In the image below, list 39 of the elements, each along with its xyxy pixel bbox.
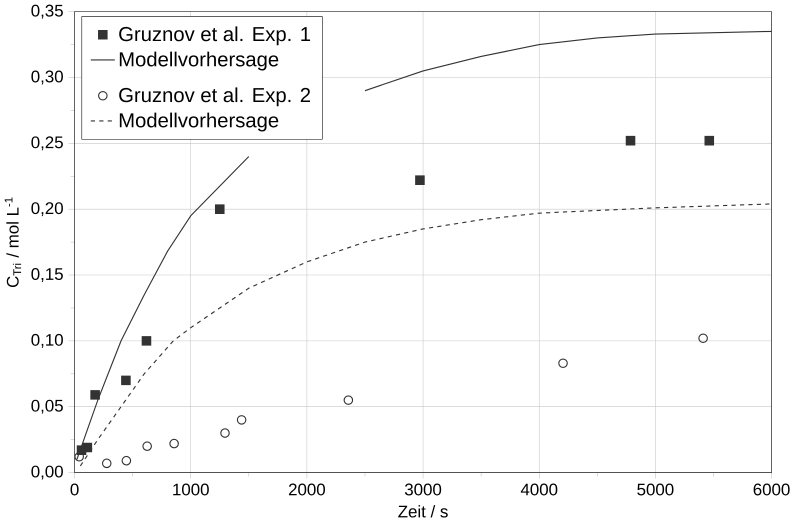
point [220, 428, 230, 438]
point [169, 438, 179, 448]
point [122, 456, 132, 466]
x-tick-label: 6000 [754, 483, 790, 496]
point [121, 375, 131, 386]
x-axis-title: Zeit / s [398, 505, 448, 518]
point [82, 442, 92, 452]
point [704, 136, 714, 146]
y-tick-label: 0,30 [31, 70, 63, 84]
y-tick-label: 0,25 [31, 136, 63, 150]
legend-label: Modellvorhersage [120, 112, 278, 132]
point [214, 204, 225, 214]
y-tick-label: 0,05 [31, 400, 63, 414]
x-tick-label: 0 [70, 483, 79, 496]
x-tick-label: 4000 [520, 483, 558, 496]
legend-label: Modellvorhersage [120, 52, 278, 70]
point [698, 333, 708, 343]
y-tick-label: 0,35 [31, 4, 63, 19]
y-tick-label: 0,20 [31, 202, 63, 216]
point [415, 175, 425, 185]
point [558, 358, 568, 368]
point [142, 441, 152, 451]
x-tick-label: 5000 [637, 483, 674, 496]
legend-label: Gruznov et al. Exp. 1 [119, 26, 310, 46]
point [90, 390, 100, 400]
point [626, 136, 636, 146]
point [74, 452, 84, 462]
y-tick-label: 0,10 [31, 334, 63, 348]
point [142, 336, 152, 346]
y-tick-label: 0,00 [31, 465, 63, 480]
x-tick-label: 3000 [404, 483, 442, 496]
legend-label: Gruznov et al. Exp. 2 [119, 87, 310, 106]
y-axis-title: C$_{Tri}$ / mol L$^{-1}$ [4, 197, 22, 287]
point [102, 458, 112, 468]
point [344, 395, 354, 405]
x-tick-label: 2000 [288, 483, 326, 496]
y-tick-label: 0,15 [31, 268, 63, 282]
point [236, 415, 246, 425]
x-tick-label: 1000 [173, 483, 209, 496]
